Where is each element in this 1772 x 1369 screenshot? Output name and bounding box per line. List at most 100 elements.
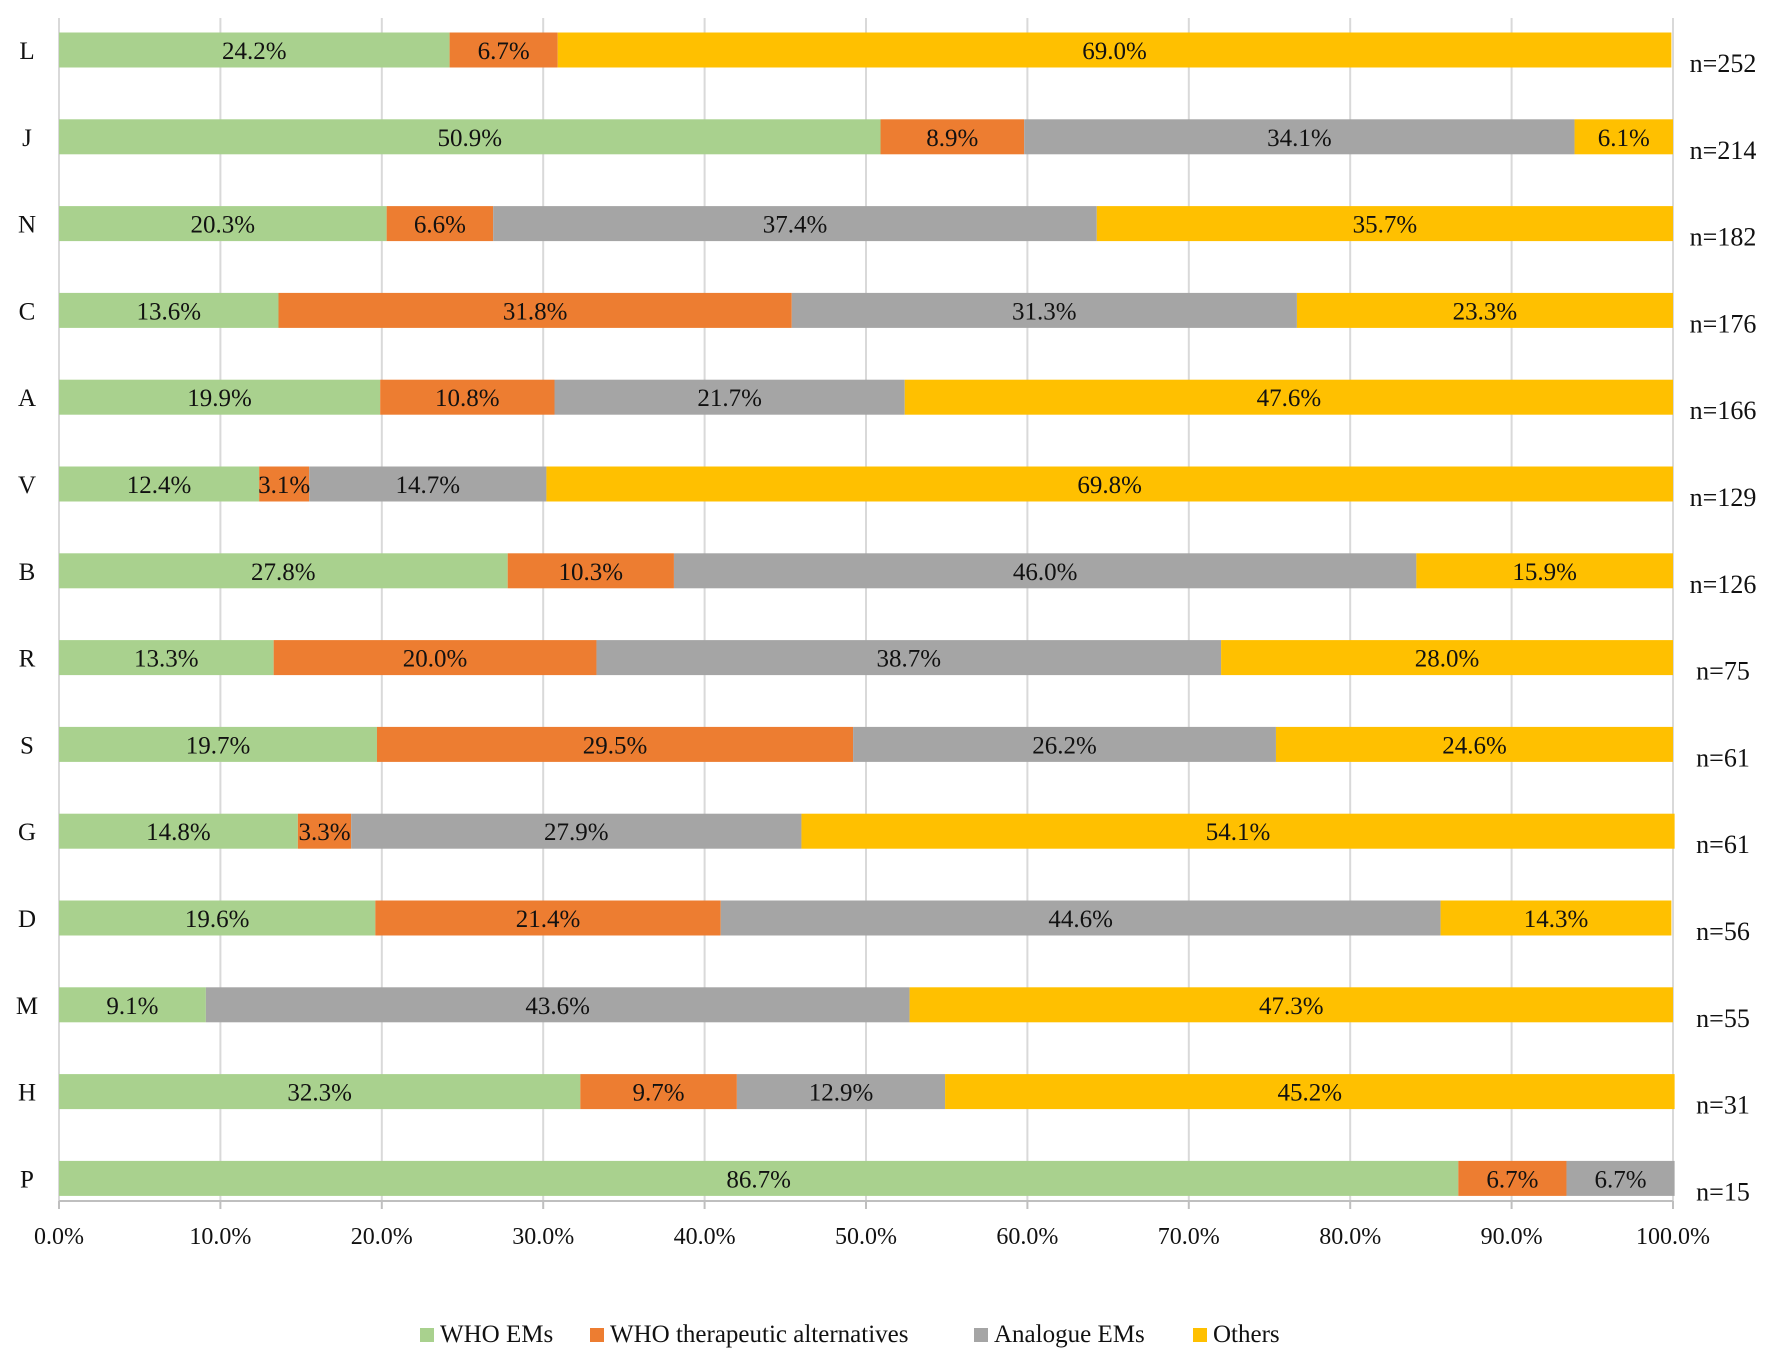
data-label: 12.9%	[809, 1080, 874, 1107]
data-label: 28.0%	[1415, 646, 1480, 673]
data-label: 43.6%	[525, 993, 590, 1020]
sample-size-label: n=252	[1690, 49, 1757, 78]
data-label: 54.1%	[1206, 819, 1271, 846]
data-label: 31.8%	[503, 298, 568, 325]
data-label: 9.7%	[633, 1080, 685, 1107]
bar-segment	[557, 32, 1672, 68]
bar-segment	[278, 292, 792, 328]
legend-swatch	[974, 1328, 988, 1342]
x-tick-label: 70.0%	[1158, 1224, 1220, 1250]
data-label: 27.9%	[544, 819, 609, 846]
bar-segment	[1275, 726, 1673, 762]
x-tick-label: 20.0%	[351, 1224, 413, 1250]
data-label: 15.9%	[1512, 559, 1577, 586]
bar-segment	[375, 900, 721, 936]
data-label: 6.1%	[1598, 125, 1650, 152]
data-label: 37.4%	[763, 212, 828, 239]
data-label: 19.9%	[187, 385, 252, 412]
data-label: 69.8%	[1077, 472, 1142, 499]
x-tick-label: 40.0%	[674, 1224, 736, 1250]
bar-segment	[59, 32, 450, 68]
data-label: 10.8%	[435, 385, 500, 412]
bar-segment	[59, 119, 881, 155]
bar-segment	[449, 32, 558, 68]
data-label: 26.2%	[1032, 732, 1097, 759]
data-label: 50.9%	[437, 125, 502, 152]
data-label: 47.3%	[1259, 993, 1324, 1020]
bar-segment	[376, 726, 854, 762]
legend-label: WHO therapeutic alternatives	[610, 1321, 908, 1348]
bar-segment	[1440, 900, 1672, 936]
category-label: D	[18, 906, 36, 933]
sample-size-label: n=176	[1690, 309, 1757, 338]
data-label: 21.4%	[516, 906, 581, 933]
legend-swatch	[1193, 1328, 1207, 1342]
bar-segment	[59, 206, 387, 242]
bar-segment	[853, 726, 1276, 762]
bar-segment	[801, 813, 1675, 849]
bar-segment	[493, 206, 1097, 242]
category-label: P	[20, 1166, 34, 1193]
bar-segment	[1416, 553, 1673, 589]
data-label: 32.3%	[287, 1080, 352, 1107]
sample-size-label: n=55	[1696, 1004, 1750, 1033]
bar-segment	[59, 1074, 581, 1110]
data-label: 46.0%	[1013, 559, 1078, 586]
sample-size-label: n=126	[1690, 570, 1757, 599]
data-label: 13.3%	[134, 646, 199, 673]
bar-segment	[1096, 206, 1673, 242]
x-tick-label: 10.0%	[189, 1224, 251, 1250]
data-label: 14.7%	[396, 472, 461, 499]
data-label: 23.3%	[1453, 298, 1518, 325]
category-label: H	[18, 1080, 36, 1107]
sample-size-label: n=75	[1696, 657, 1750, 686]
x-tick-label: 80.0%	[1319, 1224, 1381, 1250]
data-label: 6.7%	[1595, 1166, 1647, 1193]
data-label: 24.2%	[222, 38, 287, 65]
category-label: B	[19, 559, 36, 586]
data-label: 47.6%	[1257, 385, 1322, 412]
data-label: 3.3%	[298, 819, 350, 846]
data-label: 31.3%	[1012, 298, 1077, 325]
data-label: 29.5%	[583, 732, 648, 759]
bar-segment	[309, 466, 547, 502]
data-label: 9.1%	[106, 993, 158, 1020]
category-label: N	[18, 212, 36, 239]
gridlines: 0.0% 10.0% 20.0% 30.0% 40.0% 50.0% 60.0% 70.0% 8…	[34, 18, 1710, 1250]
data-label: 38.7%	[876, 646, 941, 673]
data-label: 20.3%	[191, 212, 256, 239]
sample-size-label: n=214	[1690, 136, 1757, 165]
data-label: 45.2%	[1278, 1080, 1343, 1107]
data-label: 12.4%	[127, 472, 192, 499]
x-tick-label: 0.0%	[34, 1224, 84, 1250]
sample-size-label: n=166	[1690, 396, 1757, 425]
bar-segment	[580, 1074, 737, 1110]
category-label: L	[19, 38, 34, 65]
data-label: 14.8%	[146, 819, 211, 846]
sample-size-label: n=129	[1690, 483, 1757, 512]
sample-size-label: n=15	[1696, 1177, 1750, 1206]
bar-segment	[1221, 640, 1673, 676]
data-label: 69.0%	[1082, 38, 1147, 65]
data-label: 19.6%	[185, 906, 250, 933]
bar-segment	[554, 379, 905, 415]
legend-swatch	[420, 1328, 434, 1342]
category-label: J	[22, 125, 32, 152]
data-label: 10.3%	[559, 559, 624, 586]
bar-segment	[736, 1074, 946, 1110]
legend-label: WHO EMs	[440, 1321, 553, 1348]
data-label: 20.0%	[403, 646, 468, 673]
bar-segment	[945, 1074, 1675, 1110]
labels: 24.2% 6.7% 69.0% L n=252 50.9% 8.9% 34.1% 6.1% J n…	[16, 38, 1756, 1206]
sample-size-label: n=61	[1696, 743, 1750, 772]
bar-segment	[596, 640, 1222, 676]
legend-swatch	[590, 1328, 604, 1342]
bar-segment	[59, 640, 274, 676]
bar-segment	[259, 466, 310, 502]
data-label: 35.7%	[1353, 212, 1418, 239]
x-tick-label: 90.0%	[1481, 1224, 1543, 1250]
sample-size-label: n=31	[1696, 1091, 1750, 1120]
legend-label: Analogue EMs	[994, 1321, 1145, 1348]
bar-segment	[1458, 1160, 1567, 1196]
